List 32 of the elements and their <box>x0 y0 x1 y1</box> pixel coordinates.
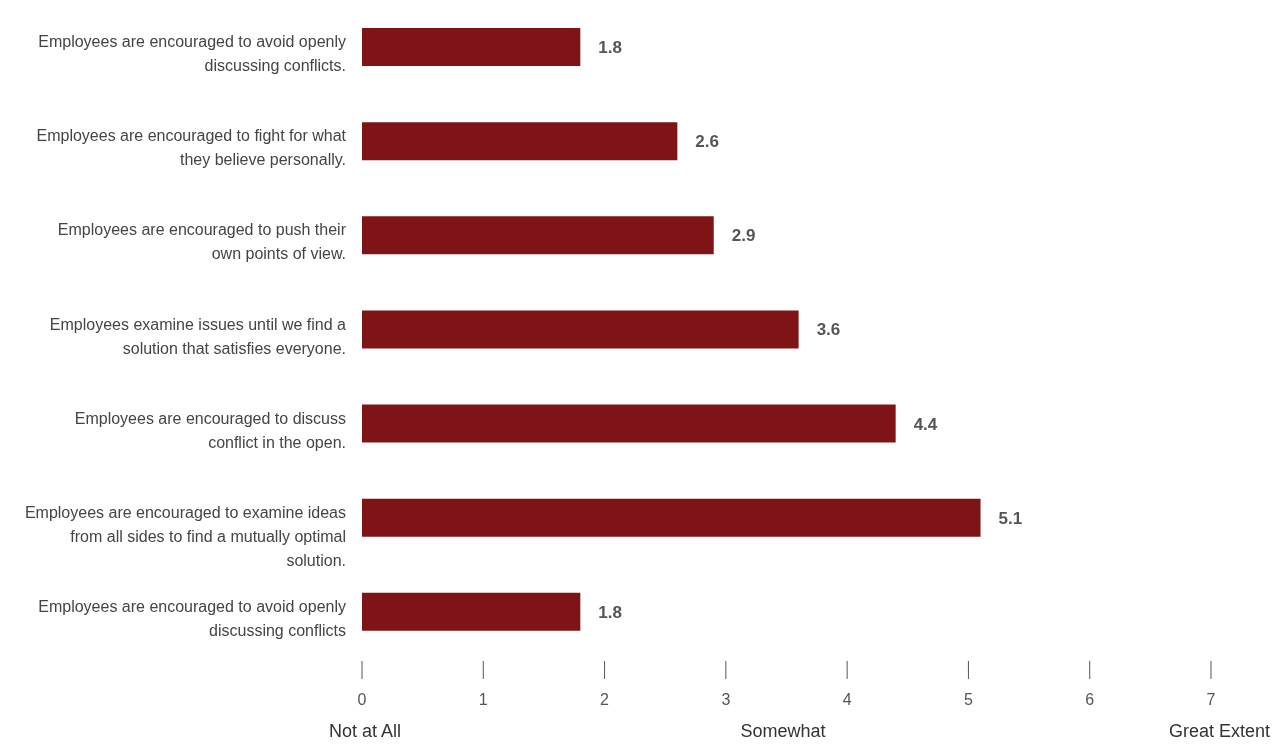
x-tick-label: 7 <box>1206 691 1216 708</box>
y-tick-label: Employees are encouraged to discuss conflict in the open. <box>74 409 346 451</box>
y-tick-label: Employees are encouraged to avoid openly discussing conflicts <box>38 597 346 639</box>
bar <box>362 592 581 631</box>
y-tick-label: Employees are encouraged to fight for what they believe personally. <box>36 127 347 169</box>
data-label: 2.6 <box>695 132 719 152</box>
text: Great Extent <box>1168 721 1270 742</box>
x-tick-label: 2 <box>600 691 610 708</box>
data-label: 2.9 <box>731 226 756 246</box>
bar <box>362 216 714 255</box>
data-label: 4.4 <box>913 414 938 434</box>
bar <box>362 404 896 443</box>
x-tick-label: 5 <box>963 691 973 708</box>
data-label: 5.1 <box>998 508 1023 528</box>
bar <box>362 122 678 161</box>
data-label: 1.8 <box>598 38 622 58</box>
bar <box>362 310 799 349</box>
text: Not at All <box>328 721 402 742</box>
x-tick-label: 6 <box>1085 691 1095 708</box>
x-tick-label: 0 <box>357 691 367 708</box>
data-label: 3.6 <box>816 320 841 340</box>
x-tick-label: 3 <box>721 691 731 708</box>
y-tick-label: Employees are encouraged to avoid openly discussing conflicts. <box>38 33 346 75</box>
text: Somewhat <box>740 721 826 742</box>
y-tick-label: Employees examine issues until we find a solution that satisfies everyone. <box>49 315 347 357</box>
y-tick-label: Employees are encouraged to examine ideas from all sides to find a mutually optimal solution. <box>24 503 346 569</box>
bar <box>362 28 581 66</box>
bar <box>362 498 981 537</box>
y-tick-label: Employees are encouraged to push their own points of view. <box>57 221 347 263</box>
x-tick-label: 1 <box>478 691 488 708</box>
data-label: 1.8 <box>598 602 622 622</box>
x-tick-label: 4 <box>842 691 852 708</box>
